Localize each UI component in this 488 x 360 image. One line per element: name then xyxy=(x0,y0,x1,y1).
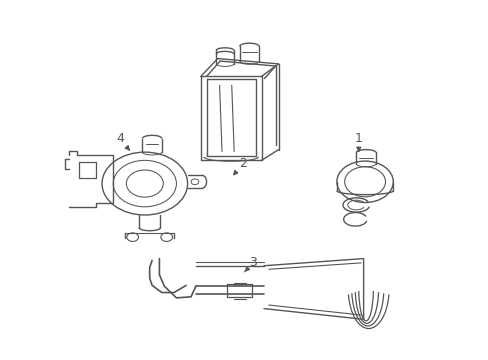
Text: 2: 2 xyxy=(233,157,246,175)
Text: 1: 1 xyxy=(354,132,362,152)
Text: 4: 4 xyxy=(116,132,129,150)
Text: 3: 3 xyxy=(244,256,257,272)
